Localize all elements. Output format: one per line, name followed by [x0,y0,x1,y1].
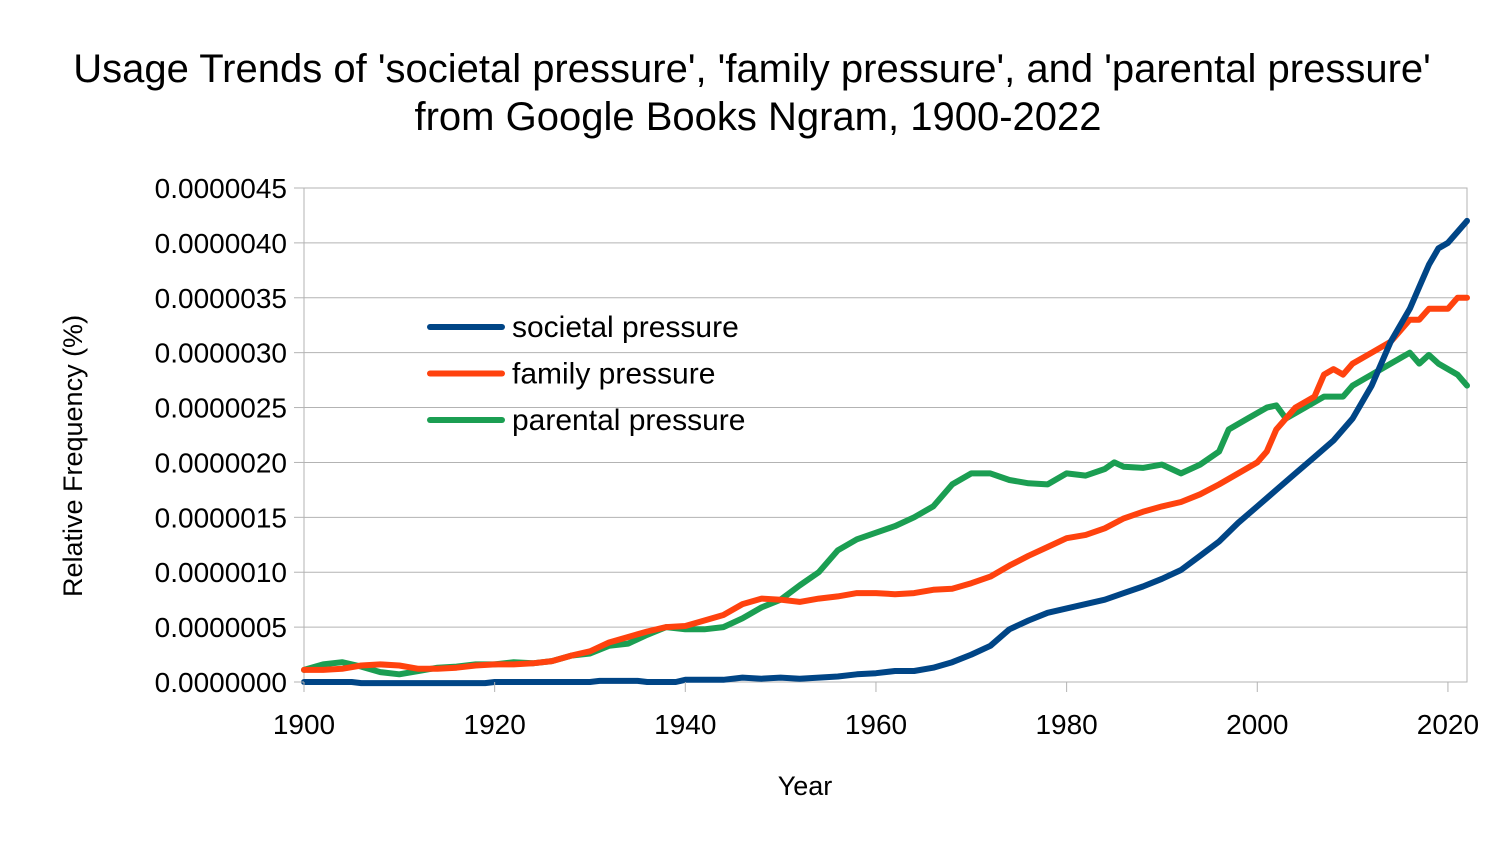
x-tick-label: 1920 [464,709,526,740]
y-tick-label: 0.0000040 [155,228,287,259]
y-tick-label: 0.0000025 [155,393,287,424]
series-lines [301,217,1470,687]
y-tick-label: 0.0000010 [155,557,287,588]
x-tick-label: 2020 [1417,709,1479,740]
y-axis-title: Relative Frequency (%) [58,315,88,597]
x-tick-label: 1960 [845,709,907,740]
x-tick-label: 2000 [1226,709,1288,740]
legend-label: family pressure [512,358,715,391]
gridlines [304,187,1467,683]
x-axis-title: Year [778,771,833,801]
y-tick-label: 0.0000015 [155,502,287,533]
y-tick-label: 0.0000045 [155,173,287,204]
y-tick-label: 0.0000005 [155,612,287,643]
legend-label: societal pressure [512,311,739,344]
x-axis-ticks: 1900 1920 1940 1960 1980 2000 2020 [273,682,1479,740]
series-line-societal-pressure [301,217,1470,687]
series-line-family-pressure [301,294,1470,673]
y-tick-label: 0.0000035 [155,283,287,314]
plot-area-frame [303,187,1468,683]
y-axis-ticks: 0.0000000 0.0000005 0.0000010 0.0000015 0.00… [155,173,304,698]
x-tick-label: 1980 [1035,709,1097,740]
y-tick-label: 0.0000000 [155,667,287,698]
x-tick-label: 1900 [273,709,335,740]
legend-label: parental pressure [512,404,745,437]
chart-title-line-1: Usage Trends of 'societal pressure', 'fa… [73,47,1431,91]
y-tick-label: 0.0000020 [155,447,287,478]
chart-title-line-2: from Google Books Ngram, 1900-2022 [414,95,1101,139]
series-line-parental-pressure [301,349,1470,678]
y-tick-label: 0.0000030 [155,338,287,369]
x-tick-label: 1940 [654,709,716,740]
legend: societal pressure family pressure parental… [427,311,745,437]
